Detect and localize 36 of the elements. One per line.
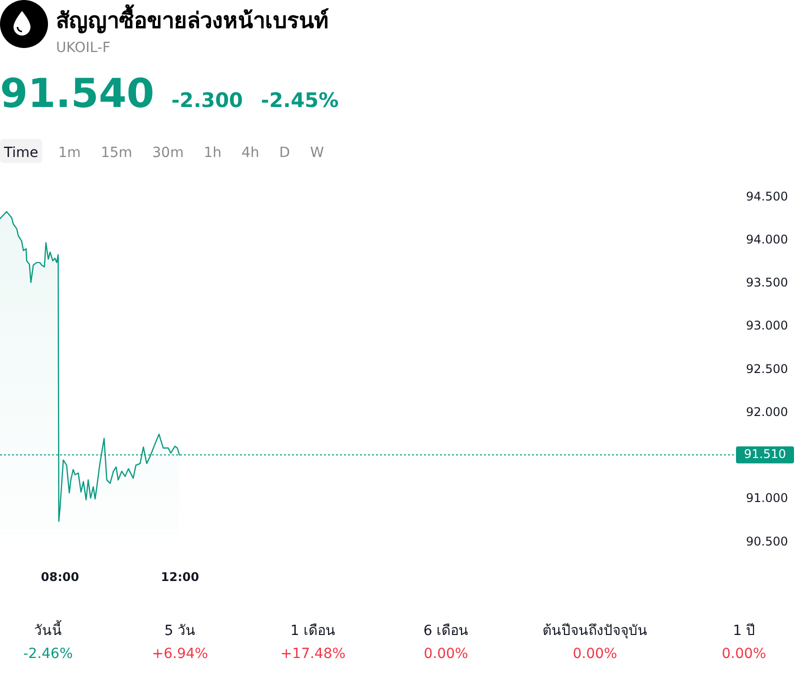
text: 15m xyxy=(100,145,132,161)
y-tick-label: 94.500 xyxy=(746,189,788,204)
text: -2.300 xyxy=(171,88,243,112)
y-tick-label: 92.500 xyxy=(746,362,788,376)
y-tick-label: 92.000 xyxy=(746,404,788,419)
x-tick-label: 12:00 xyxy=(160,570,200,584)
text: +17.48% xyxy=(280,646,346,662)
y-tick-label: 91.000 xyxy=(746,491,788,506)
text: 0.00% xyxy=(572,646,618,662)
y-tick-label: 93.000 xyxy=(746,318,788,333)
text: Time xyxy=(3,145,38,161)
text: W xyxy=(310,145,324,161)
category-label: 5 วัน xyxy=(164,623,196,639)
category-label: 6 เดือน xyxy=(423,623,469,639)
text: 1h xyxy=(204,145,222,161)
x-tick-label: 08:00 xyxy=(40,570,80,584)
text: 4h xyxy=(242,145,260,161)
text: +6.94% xyxy=(152,646,208,662)
text: -2.45% xyxy=(260,88,339,112)
text: 1m xyxy=(58,145,81,161)
text: 0.00% xyxy=(722,646,766,662)
y-tick-label: 94.000 xyxy=(746,232,788,246)
text: -2.46% xyxy=(23,646,73,662)
y-tick-label: 93.500 xyxy=(746,276,788,290)
category-label: วันนี้ xyxy=(34,620,62,639)
category-label: ต้นปีจนถึงปัจจุบัน xyxy=(542,623,648,639)
category-label: 1 ปี xyxy=(732,623,756,639)
chart-subtitle: UKOIL-F xyxy=(56,40,110,56)
category-label: 1 เดือน xyxy=(290,623,336,639)
text: 91.540 xyxy=(0,71,154,117)
text: 0.00% xyxy=(424,646,468,662)
ref-line-label: 91.510 xyxy=(744,447,786,462)
y-tick-label: 90.500 xyxy=(746,534,788,548)
chart-title: สัญญาซื้อขายล่วงหน้าเบรนท์ xyxy=(56,4,329,34)
text: 30m xyxy=(152,145,184,161)
text: D xyxy=(279,145,290,161)
